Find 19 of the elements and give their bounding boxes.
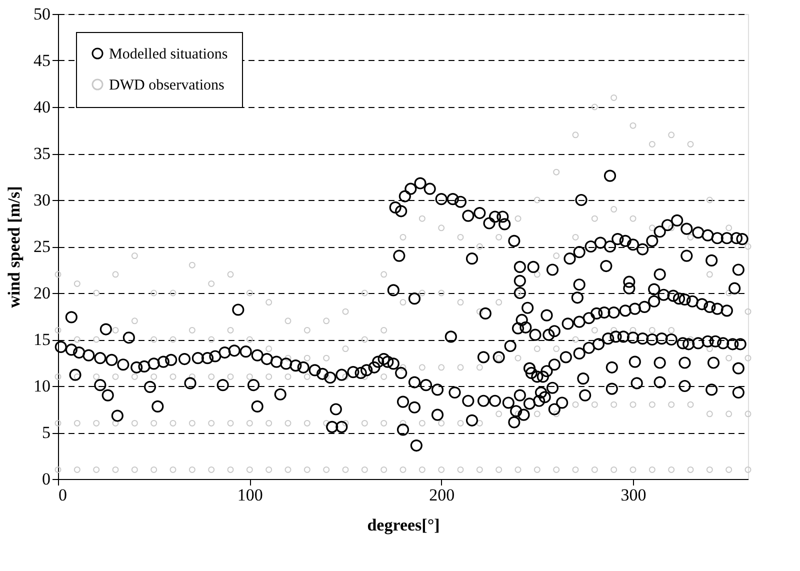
- x-tick-label: 200: [429, 486, 455, 504]
- y-tick-label: 5: [42, 423, 50, 442]
- y-axis-title: wind speed [m/s]: [4, 186, 24, 308]
- y-tick-label: 25: [34, 237, 50, 256]
- y-tick-label: 15: [34, 330, 50, 349]
- y-tick-label: 10: [34, 376, 50, 396]
- x-axis-title: degrees[°]: [367, 516, 440, 534]
- y-tick-label: 50: [34, 4, 50, 24]
- x-tick-label: 300: [620, 486, 646, 504]
- x-tick-label: 100: [237, 486, 263, 504]
- legend-label: Modelled situations: [109, 46, 228, 62]
- y-tick-label: 35: [34, 144, 50, 163]
- y-tick-label: 20: [34, 284, 50, 302]
- x-tick-label: 0: [58, 486, 67, 504]
- y-tick-label: 30: [34, 190, 50, 210]
- y-tick-label: 45: [34, 51, 50, 70]
- y-tick-label: 0: [42, 470, 50, 488]
- legend-label: DWD observations: [109, 78, 225, 94]
- y-tick-label: 40: [34, 98, 50, 116]
